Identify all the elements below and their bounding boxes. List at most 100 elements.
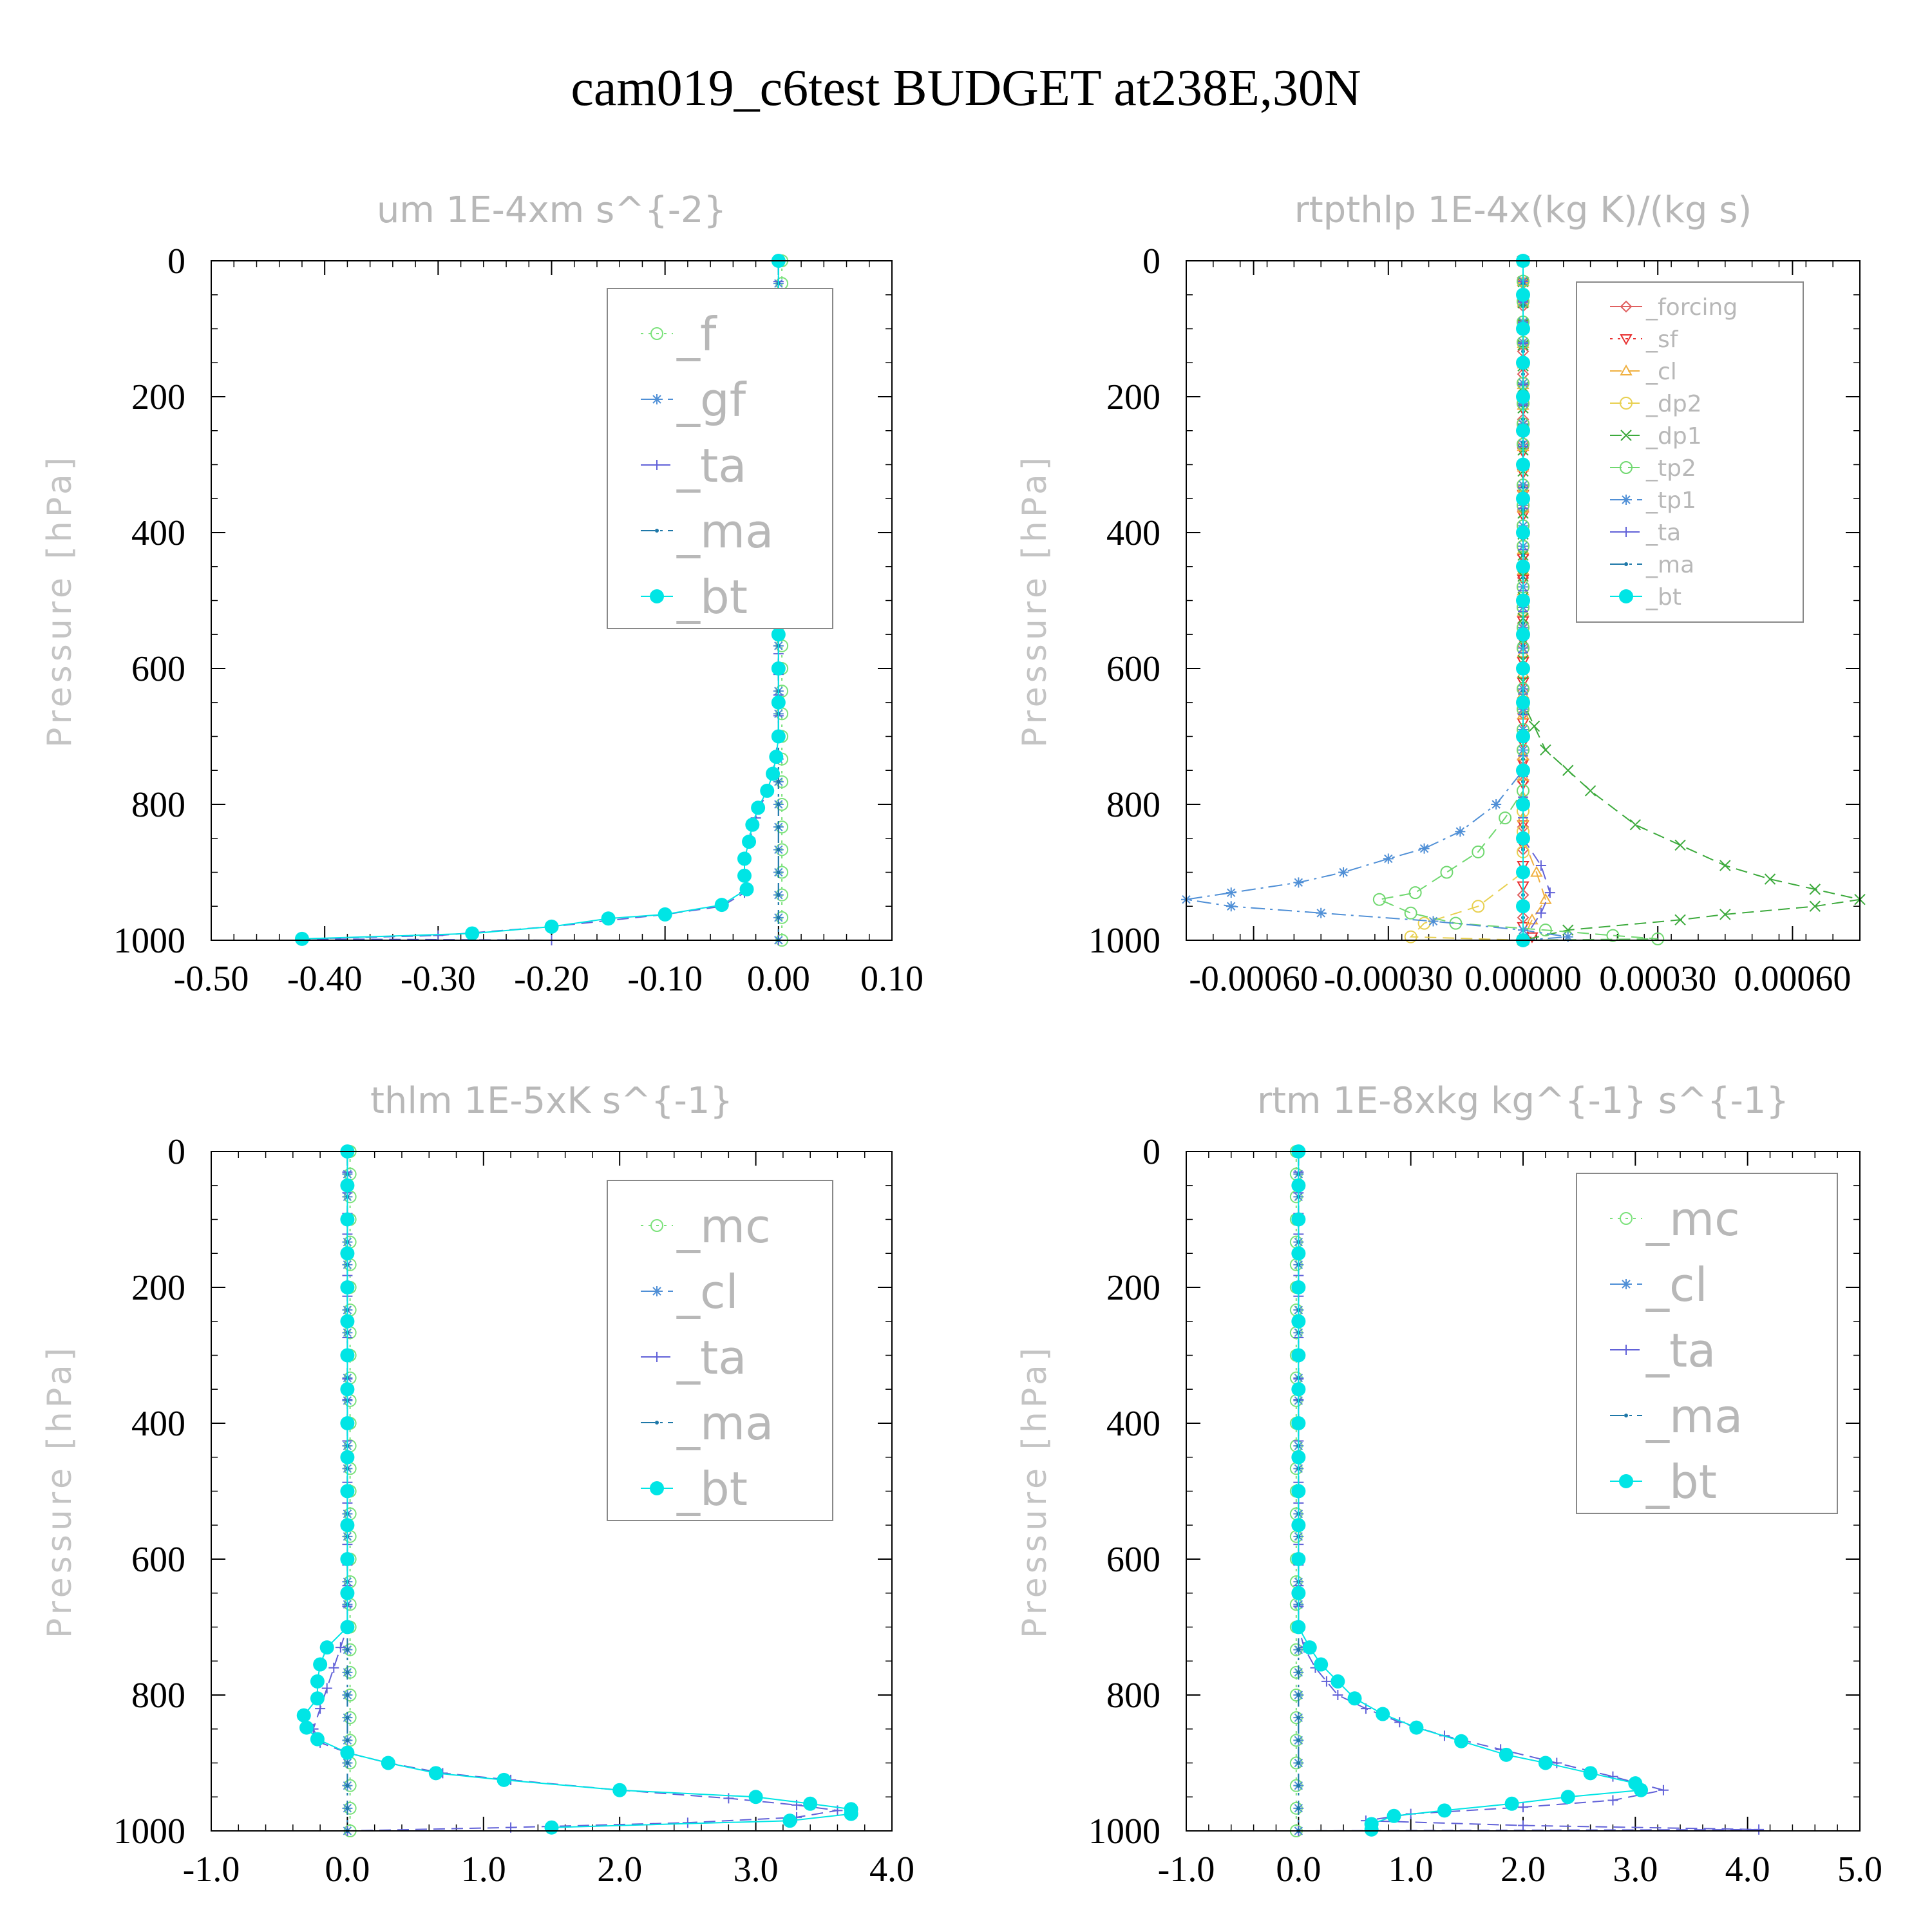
y-axis-label: Pressure [hPa] xyxy=(41,453,79,748)
y-tick-label: 1000 xyxy=(1088,1812,1160,1852)
data-point xyxy=(1528,720,1540,732)
legend-label: _tp2 xyxy=(1645,455,1696,482)
data-point xyxy=(1530,866,1543,877)
data-point xyxy=(1226,887,1236,898)
data-point xyxy=(1526,913,1539,925)
panel-title: thlm 1E-5xK s^{-1} xyxy=(370,1080,733,1122)
legend-marker xyxy=(1620,1212,1633,1225)
y-tick-label: 1000 xyxy=(113,921,185,961)
data-point xyxy=(433,930,444,941)
data-point xyxy=(1437,1803,1452,1818)
data-point xyxy=(1516,559,1530,574)
data-point xyxy=(1535,907,1546,918)
panel-4: rtm 1E-8xkg kg^{-1} s^{-1} Pressure [hPa]… xyxy=(1016,1080,1882,1889)
data-point xyxy=(1560,1790,1575,1804)
data-point xyxy=(1387,1808,1401,1823)
data-point xyxy=(315,1703,326,1714)
y-tick-label: 400 xyxy=(1106,1404,1160,1444)
data-point xyxy=(1584,785,1596,797)
data-point xyxy=(776,848,781,852)
data-point xyxy=(745,817,760,832)
data-point xyxy=(776,825,781,829)
legend-marker xyxy=(650,589,664,603)
y-axis-label: Pressure [hPa] xyxy=(1016,1344,1054,1638)
data-point xyxy=(1516,593,1530,608)
legend-marker xyxy=(652,460,662,470)
legend-label: _ma xyxy=(1645,552,1694,578)
legend: _forcing _sf _cl _dp2 _dp1 _tp2 _tp1 _ta _ma _bt xyxy=(1576,281,1804,623)
data-point xyxy=(1296,1738,1301,1743)
data-point xyxy=(1302,1640,1317,1655)
legend-label: _bt xyxy=(676,570,748,624)
legend-entry-mc: _mc xyxy=(1610,1192,1740,1246)
data-point xyxy=(1428,916,1439,927)
data-point xyxy=(1291,1348,1306,1363)
data-point xyxy=(1607,1795,1618,1806)
legend-entry-cl: _cl xyxy=(1610,1258,1708,1312)
data-point xyxy=(1651,932,1665,945)
legend-entry-sf: _sf xyxy=(1610,327,1679,353)
data-point xyxy=(1562,931,1573,942)
data-point xyxy=(340,1212,355,1227)
x-tick-label: 0.00060 xyxy=(1734,959,1851,999)
data-point xyxy=(1540,744,1551,756)
panel-2: rtpthlp 1E-4x(kg K)/(kg s) Pressure [hPa]… xyxy=(1016,189,1866,999)
data-point xyxy=(1551,1757,1562,1768)
data-point xyxy=(658,907,672,922)
series-line xyxy=(1409,261,1524,941)
data-point xyxy=(310,1674,325,1689)
data-point xyxy=(1291,1382,1306,1397)
y-tick-label: 0 xyxy=(167,242,185,281)
data-point xyxy=(1499,1747,1513,1762)
x-tick-label: -1.0 xyxy=(183,1850,240,1889)
y-tick-label: 800 xyxy=(131,785,185,825)
legend-marker xyxy=(655,529,659,533)
data-point xyxy=(1674,839,1686,851)
data-point xyxy=(1516,899,1530,914)
legend-label: _ta xyxy=(1645,520,1681,546)
data-point xyxy=(319,1640,334,1655)
data-point xyxy=(1629,819,1642,831)
y-tick-label: 400 xyxy=(1106,513,1160,553)
data-point xyxy=(771,627,786,642)
x-tick-label: 1.0 xyxy=(461,1850,506,1889)
y-tick-label: 200 xyxy=(1106,1268,1160,1308)
data-point xyxy=(340,1382,355,1397)
data-point xyxy=(1404,930,1417,943)
data-point xyxy=(1516,831,1530,846)
legend-entry-dp2: _dp2 xyxy=(1610,391,1702,417)
y-tick-label: 800 xyxy=(1106,1676,1160,1716)
data-point xyxy=(1226,901,1236,912)
legend-entry-cl: _cl xyxy=(641,1265,739,1319)
legend-label: _dp1 xyxy=(1645,423,1702,450)
legend: _f _gf _ta _ma _bt xyxy=(607,288,833,629)
data-point xyxy=(1454,1734,1469,1748)
legend-label: _bt xyxy=(1645,1455,1717,1509)
legend-entry-mc: _mc xyxy=(641,1199,771,1253)
data-point xyxy=(1296,1693,1301,1697)
y-tick-label: 800 xyxy=(131,1676,185,1716)
series-line xyxy=(312,1151,838,1832)
x-tick-label: 3.0 xyxy=(1613,1850,1658,1889)
legend-label: _mc xyxy=(676,1199,771,1253)
data-point xyxy=(1809,900,1821,912)
data-point xyxy=(1296,1670,1301,1674)
data-point xyxy=(766,766,781,781)
data-point xyxy=(782,1814,797,1828)
data-point xyxy=(340,1178,355,1193)
y-tick-label: 600 xyxy=(131,649,185,689)
data-point xyxy=(1419,843,1430,854)
data-point xyxy=(345,1761,350,1765)
legend-marker xyxy=(652,1352,662,1362)
legend-marker xyxy=(650,1481,664,1495)
data-point xyxy=(345,1693,350,1697)
data-point xyxy=(1516,423,1530,438)
y-tick-label: 800 xyxy=(1106,785,1160,825)
data-point xyxy=(1516,661,1530,676)
data-point xyxy=(1539,923,1552,937)
series-bt xyxy=(1291,1144,1649,1837)
data-point xyxy=(328,1662,339,1673)
series-tp1 xyxy=(1181,256,1573,945)
data-point xyxy=(739,882,754,896)
series-bt xyxy=(1516,254,1530,947)
